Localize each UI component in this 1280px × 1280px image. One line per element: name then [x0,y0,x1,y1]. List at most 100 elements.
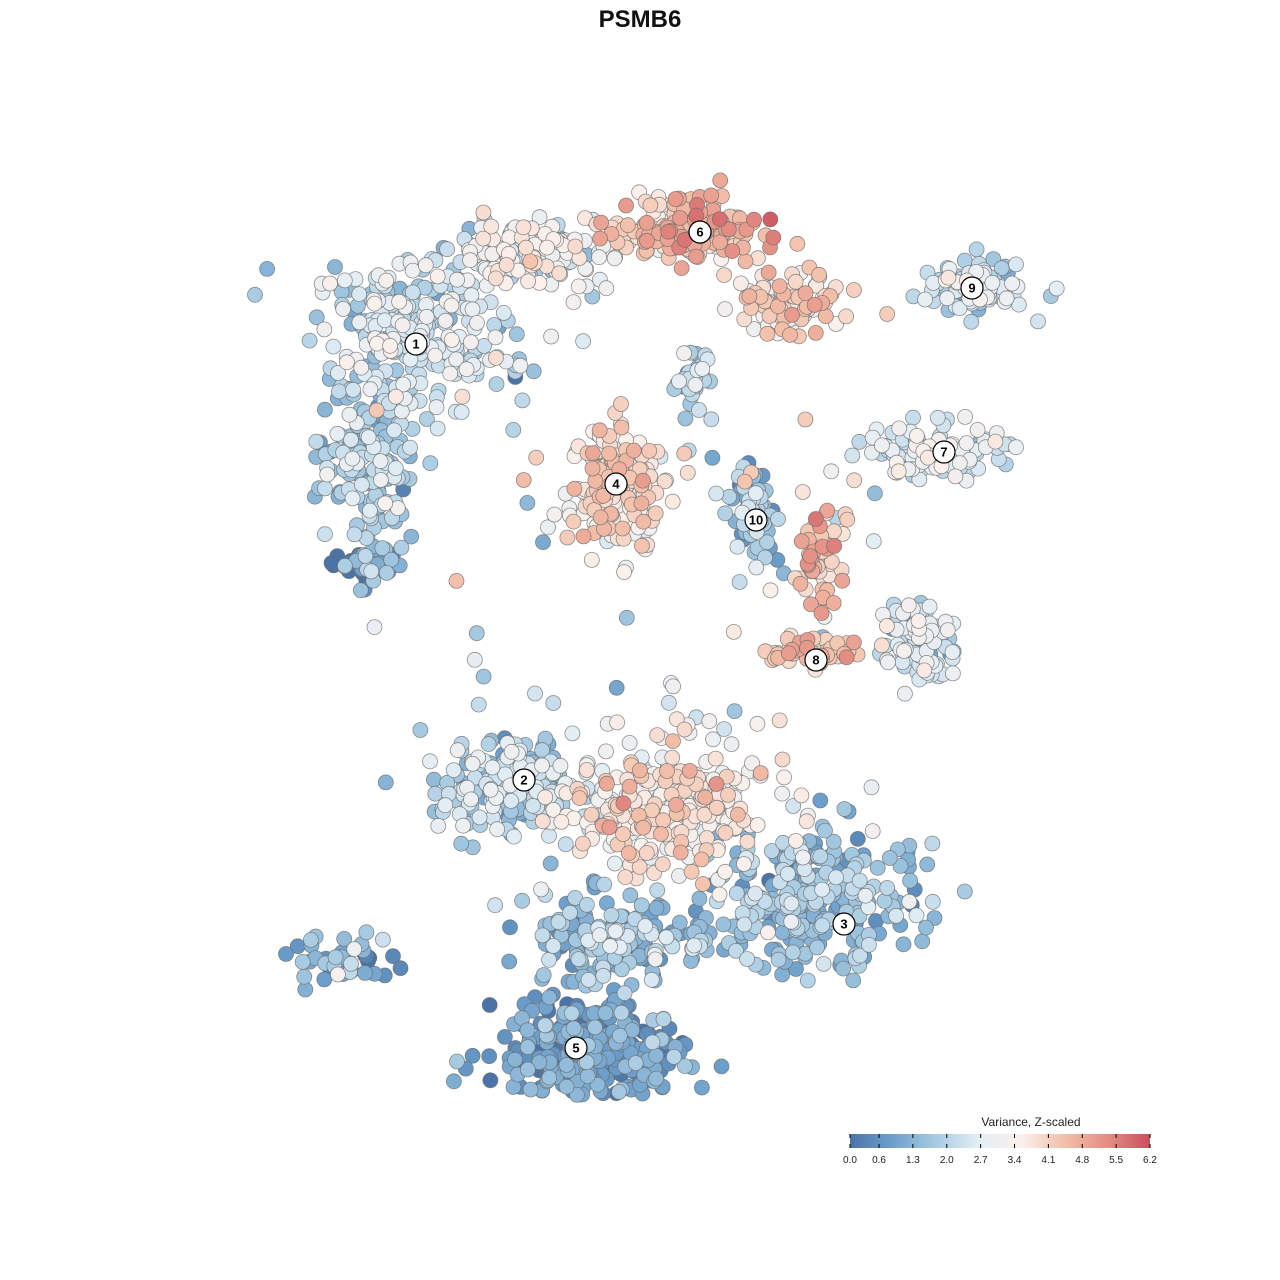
cell-point [635,472,651,489]
cell-point [798,813,815,830]
cell-point [418,308,435,325]
cell-point [466,651,483,668]
cell-point [607,855,623,872]
cell-point [545,938,562,954]
cell-point [815,956,832,972]
cell-point [327,259,343,275]
cell-point [713,1058,730,1075]
chart-title: PSMB6 [599,6,682,33]
cell-point [402,439,419,456]
cell-point [458,361,475,378]
cell-point [771,278,788,295]
cell-point [958,435,975,452]
cell-point [633,495,650,512]
cell-point [445,762,462,778]
cell-point [736,473,753,490]
color-legend: Variance, Z-scaled 0.0 0.6 1.3 2.0 2.7 3.4 4.1… [843,1115,1157,1166]
cell-point [613,961,630,978]
cell-point [717,824,734,841]
cell-point [951,300,968,317]
cell-point [691,402,707,418]
cell-point [865,533,882,550]
cell-point [352,582,369,599]
cell-point [453,835,470,852]
cell-point [795,849,811,866]
cell-point [329,425,346,442]
cell-point [598,280,615,297]
cell-point [666,1049,682,1065]
cell-point [368,402,385,419]
cell-point [412,722,429,738]
cell-point [725,624,742,640]
cell-point [621,778,638,795]
cell-point [957,408,973,425]
cell-point [747,885,764,902]
cell-point [746,211,762,228]
cell-point [329,966,346,983]
cluster-label-7: 7 [932,440,956,464]
cell-point [812,792,829,809]
cell-point [330,365,346,381]
cell-point [598,743,614,760]
cell-point [724,243,741,260]
cell-point [534,927,551,944]
cell-point [655,1011,672,1027]
cell-point [584,460,601,477]
cell-point [571,790,588,806]
cell-point [696,806,713,823]
cell-point [515,472,532,488]
cell-point [453,404,470,421]
cell-point [694,1079,710,1096]
cell-point [425,771,442,788]
cell-point [535,534,551,551]
cell-point [575,333,591,350]
cell-point [331,383,347,400]
cell-point [774,751,791,768]
cell-point [697,789,714,806]
cell-point [749,715,766,732]
legend-tick-label: 5.5 [1109,1155,1123,1166]
cell-point [781,645,797,662]
cell-point [583,806,600,823]
cell-point [341,406,358,423]
cell-point [565,513,582,530]
cell-point [638,845,655,861]
cell-point [464,1047,481,1064]
cell-point [351,286,368,303]
cell-point [728,943,744,959]
cell-point [506,828,522,845]
cell-point [726,703,743,720]
cell-point [296,968,313,985]
cell-point [677,1058,693,1074]
cell-point [443,297,460,314]
cell-point [614,520,631,537]
cell-point [417,257,434,274]
cell-point [391,293,408,310]
cell-point [316,480,333,497]
cell-point [914,933,931,950]
cell-point [632,762,648,779]
cell-point [519,1039,536,1055]
cell-point [658,929,675,946]
cell-point [712,234,728,251]
cell-point [835,960,852,977]
cell-point [464,755,481,772]
cell-point [648,1070,664,1087]
cell-point [601,445,617,462]
cell-point [945,665,961,682]
cell-point [322,275,338,292]
cell-point [557,836,574,853]
cell-point [377,495,394,512]
cluster-badge [832,912,856,936]
cell-point [613,1004,630,1021]
cluster-number: 8 [812,653,819,668]
cell-point [316,526,333,543]
cell-point [880,654,896,671]
cell-point [846,282,862,298]
cell-point [620,845,637,861]
cell-point [765,229,782,246]
cell-point [708,485,725,502]
cell-point [881,850,898,866]
cell-point [403,528,420,545]
cell-point [817,822,833,839]
